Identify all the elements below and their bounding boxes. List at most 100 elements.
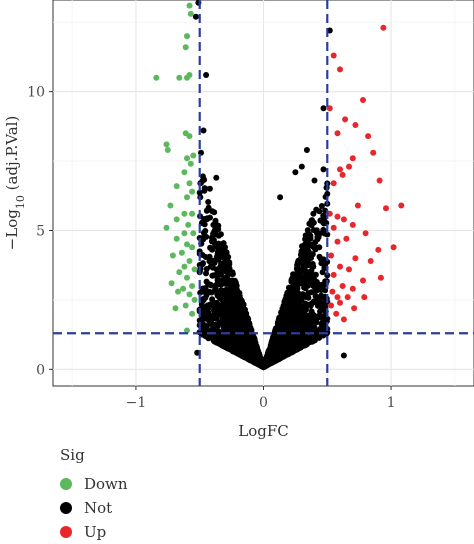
- legend-item-not: Not: [60, 496, 128, 520]
- point-not: [223, 293, 230, 300]
- point-not: [304, 227, 311, 234]
- point-not: [306, 276, 313, 283]
- point-not: [297, 324, 304, 331]
- point-up: [334, 238, 341, 245]
- legend-title: Sig: [60, 446, 85, 464]
- point-not: [218, 245, 225, 251]
- point-not: [213, 334, 220, 341]
- point-down: [184, 274, 190, 281]
- point-not: [320, 166, 327, 173]
- point-not: [235, 304, 242, 311]
- legend-item-down: Down: [60, 472, 128, 496]
- x-tick-label: 0: [259, 395, 268, 411]
- point-not: [214, 272, 221, 279]
- point-down: [184, 33, 190, 40]
- point-down: [191, 266, 198, 273]
- point-not: [199, 178, 206, 184]
- point-not: [220, 240, 227, 247]
- point-up: [337, 263, 343, 270]
- point-not: [209, 246, 216, 253]
- point-not: [241, 345, 248, 352]
- point-not: [221, 315, 228, 322]
- point-not: [318, 260, 325, 267]
- point-up: [339, 283, 346, 289]
- point-down: [167, 202, 174, 209]
- point-not: [310, 282, 317, 289]
- point-not: [340, 352, 347, 359]
- point-up: [349, 155, 356, 162]
- point-not: [316, 253, 323, 260]
- point-up: [334, 130, 341, 137]
- point-not: [312, 293, 319, 300]
- point-not: [275, 356, 282, 363]
- point-not: [282, 326, 289, 332]
- point-not: [320, 105, 327, 112]
- point-down: [187, 10, 194, 17]
- point-not: [220, 300, 227, 307]
- point-down: [187, 160, 194, 167]
- point-not: [276, 338, 283, 345]
- point-not: [229, 334, 235, 341]
- point-not: [203, 207, 210, 214]
- point-not: [307, 241, 314, 248]
- point-not: [200, 234, 207, 241]
- point-not: [254, 351, 261, 358]
- point-up: [328, 252, 335, 259]
- point-down: [169, 252, 176, 259]
- point-not: [211, 301, 218, 308]
- point-not: [262, 357, 269, 364]
- point-up: [367, 258, 374, 264]
- point-up: [343, 235, 350, 242]
- point-up: [375, 246, 382, 253]
- point-not: [226, 261, 233, 268]
- point-not: [223, 250, 230, 256]
- point-down: [163, 141, 170, 148]
- point-not: [228, 339, 235, 346]
- legend: Sig Down Not Up: [60, 446, 128, 544]
- point-not: [286, 300, 293, 307]
- point-down: [182, 44, 189, 51]
- point-not: [317, 217, 324, 224]
- legend-key-down: [60, 478, 72, 490]
- point-not: [311, 277, 318, 283]
- point-up: [376, 177, 383, 184]
- point-not: [296, 344, 302, 351]
- point-up: [365, 133, 372, 140]
- point-not: [295, 302, 302, 309]
- point-not: [199, 261, 206, 267]
- point-not: [206, 185, 213, 192]
- point-not: [309, 300, 315, 307]
- point-not: [297, 255, 304, 262]
- point-not: [309, 217, 315, 224]
- point-not: [203, 72, 210, 78]
- point-not: [311, 177, 318, 184]
- point-not: [314, 229, 320, 236]
- point-down: [172, 305, 179, 312]
- point-up: [342, 116, 349, 123]
- point-up: [330, 180, 337, 187]
- point-down: [173, 235, 180, 242]
- point-not: [202, 228, 209, 234]
- point-down: [175, 288, 181, 295]
- point-up: [377, 274, 384, 281]
- point-up: [349, 221, 356, 228]
- point-up: [349, 285, 356, 292]
- point-up: [383, 205, 389, 212]
- point-not: [298, 163, 305, 170]
- point-up: [346, 266, 352, 273]
- point-up: [354, 202, 361, 209]
- point-not: [208, 282, 215, 289]
- point-not: [246, 321, 253, 328]
- point-up: [329, 288, 336, 295]
- point-not: [324, 258, 331, 265]
- point-not: [208, 234, 215, 241]
- point-not: [199, 252, 206, 258]
- point-not: [293, 265, 300, 272]
- legend-label-down: Down: [84, 475, 128, 493]
- point-not: [305, 338, 312, 345]
- threshold-lines: [53, 0, 474, 386]
- point-not: [309, 251, 316, 258]
- point-down: [173, 216, 180, 223]
- y-tick-label: 10: [27, 85, 45, 101]
